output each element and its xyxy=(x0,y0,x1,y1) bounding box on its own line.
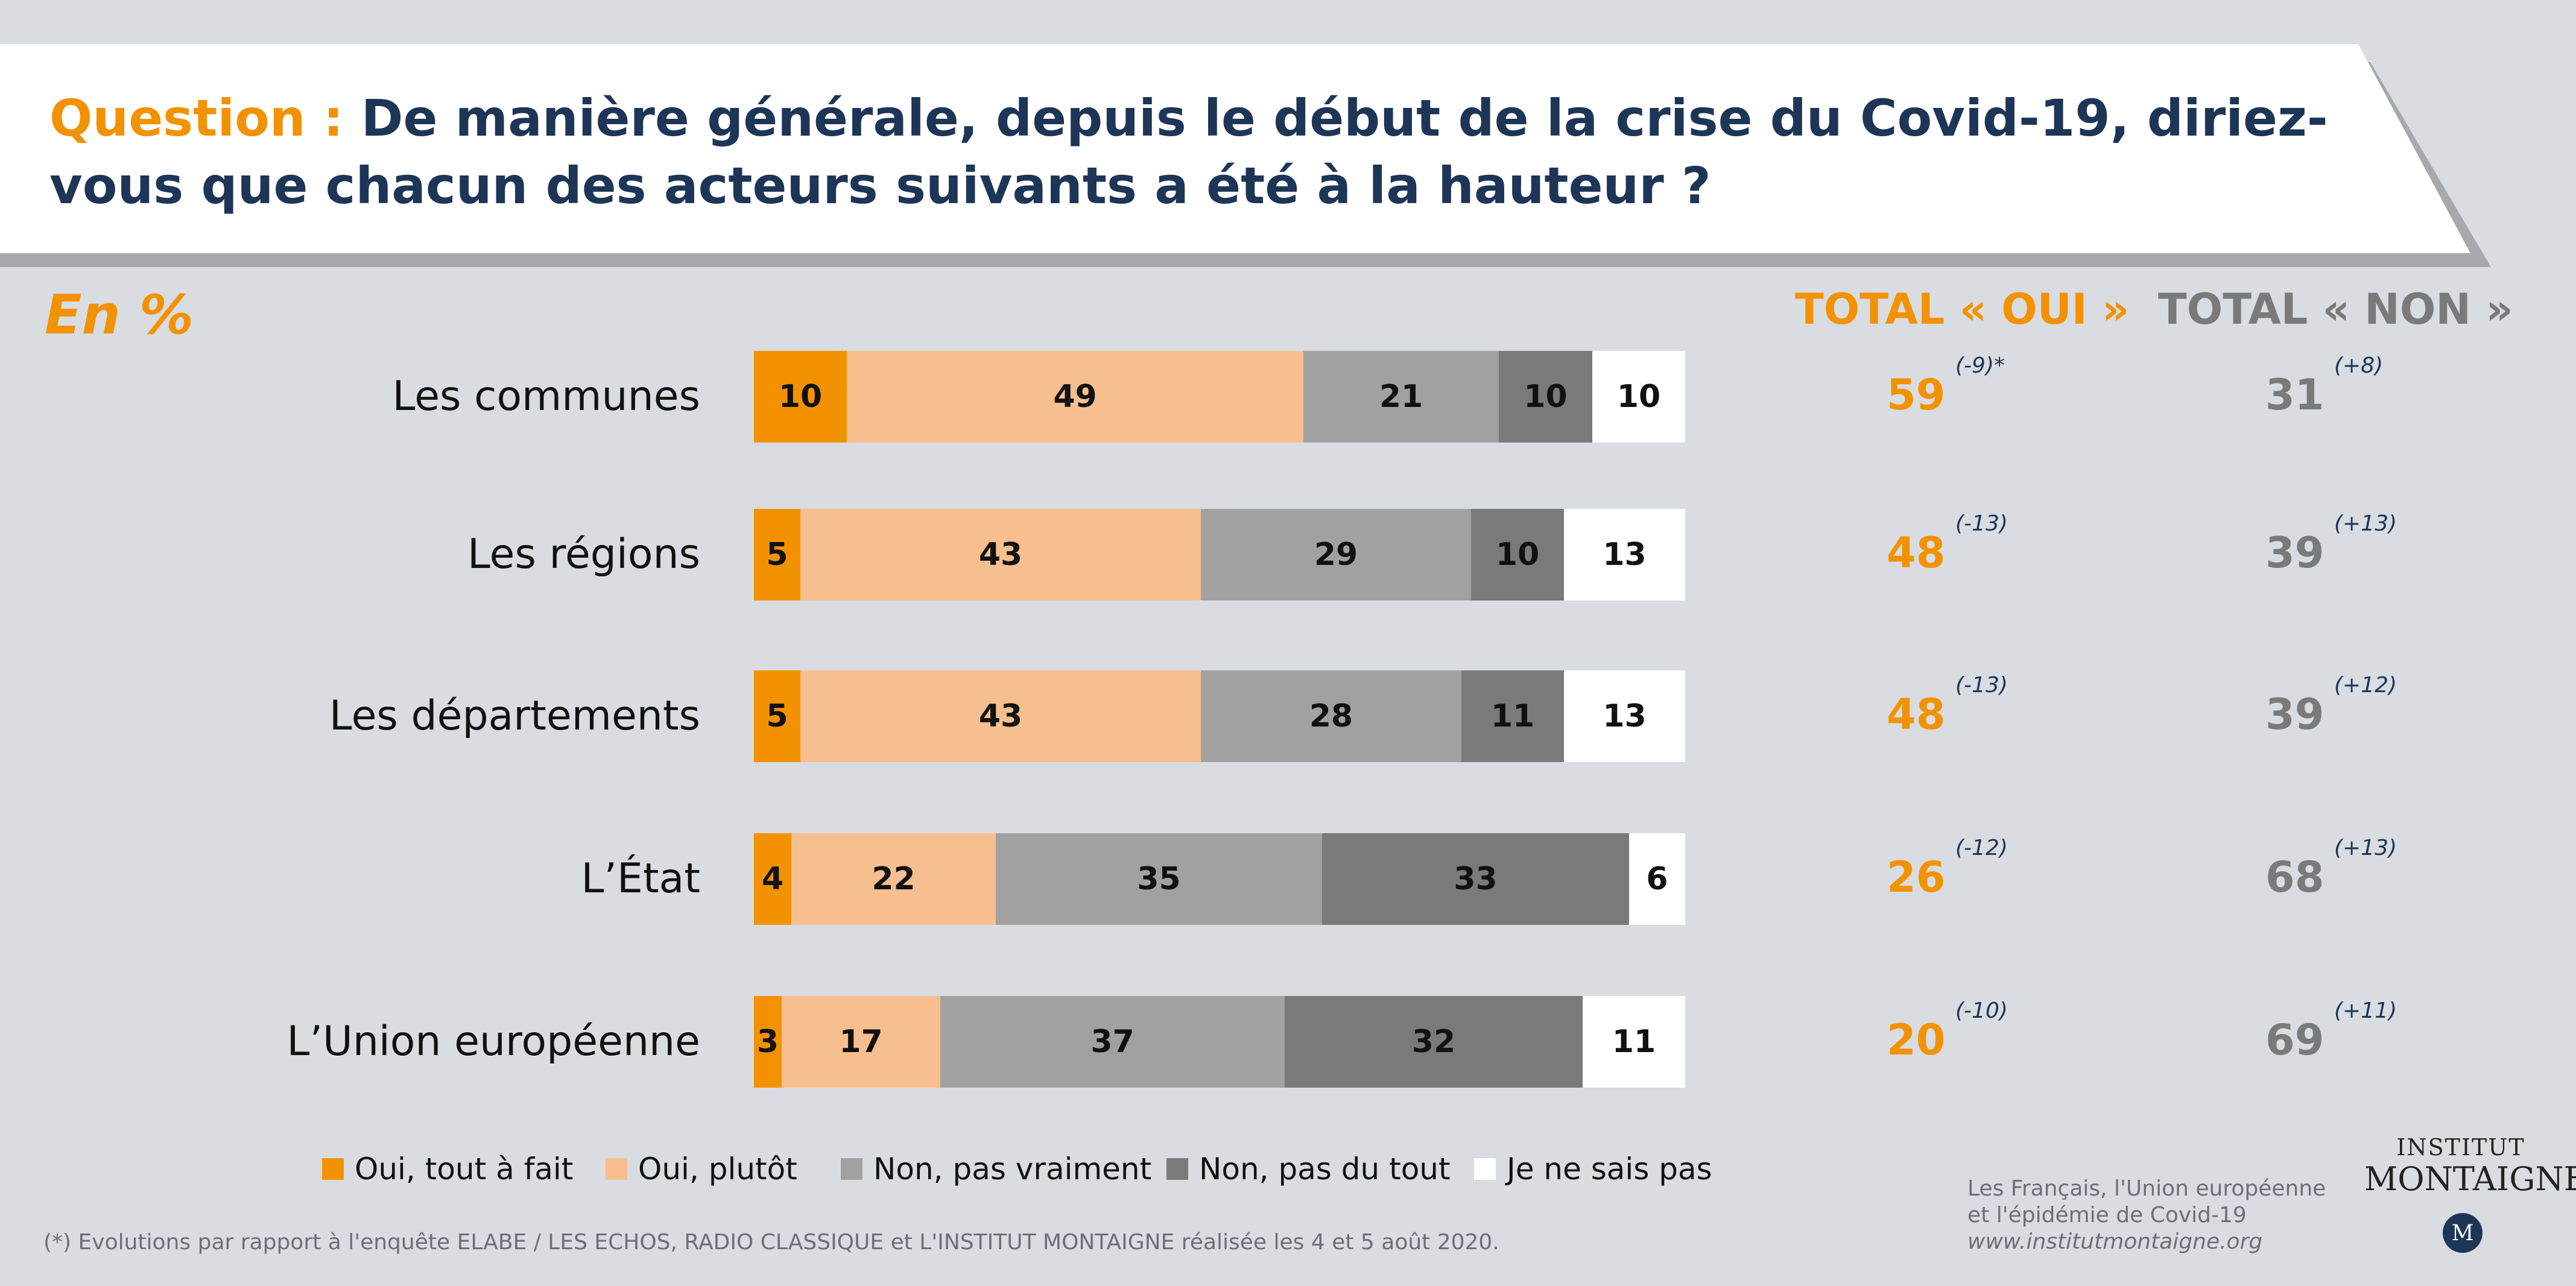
legend-swatch xyxy=(1166,1158,1188,1180)
brand-line-1: INSTITUT xyxy=(2396,1134,2525,1161)
bar-segment: 43 xyxy=(800,509,1201,600)
bar-segment: 33 xyxy=(1322,833,1629,925)
total-oui-value: 48 xyxy=(1887,528,1946,578)
total-non-evolution: (+12) xyxy=(2334,673,2397,698)
bar-segment: 5 xyxy=(754,670,800,762)
bar-segment: 37 xyxy=(940,996,1285,1088)
legend-item: Je ne sais pas xyxy=(1474,1152,1712,1187)
bar-segment: 32 xyxy=(1285,996,1583,1088)
bar-segment: 49 xyxy=(847,351,1303,443)
bar-segment: 28 xyxy=(1201,670,1461,762)
brand-logo-letter: M xyxy=(2451,1220,2474,1246)
source-url: www.institutmontaigne.org xyxy=(1967,1229,2263,1254)
legend-label: Non, pas du tout xyxy=(1199,1152,1451,1187)
total-non-evolution: (+8) xyxy=(2334,353,2384,378)
legend-label: Oui, tout à fait xyxy=(355,1152,574,1187)
bar-segment: 13 xyxy=(1564,670,1685,762)
bar-segment: 35 xyxy=(996,833,1322,925)
legend-swatch xyxy=(322,1158,344,1180)
category-label: Les régions xyxy=(467,531,700,578)
legend-item: Oui, plutôt xyxy=(606,1152,797,1187)
total-non-value: 31 xyxy=(2265,370,2324,420)
question-title: Question : De manière générale, depuis l… xyxy=(49,84,2341,219)
total-oui-evolution: (-13) xyxy=(1955,511,2008,536)
legend-swatch xyxy=(841,1158,862,1180)
bar-segment: 13 xyxy=(1564,509,1685,600)
bar-segment: 10 xyxy=(1499,351,1592,443)
source-block: Les Français, l'Union européenne et l'ép… xyxy=(1967,1176,2326,1255)
legend-swatch xyxy=(1474,1158,1496,1180)
legend-label: Je ne sais pas xyxy=(1507,1152,1712,1187)
bar-segment: 6 xyxy=(1629,833,1685,925)
question-label: Question : xyxy=(49,89,344,148)
legend-item: Oui, tout à fait xyxy=(322,1152,573,1187)
total-non-evolution: (+11) xyxy=(2334,998,2397,1023)
bar-segment: 10 xyxy=(1471,509,1564,600)
total-oui-value: 20 xyxy=(1887,1015,1946,1065)
bar-segment: 11 xyxy=(1583,996,1685,1088)
bar-segment: 22 xyxy=(791,833,996,925)
brand-line-2: MONTAIGNE xyxy=(2364,1160,2576,1198)
question-text: De manière générale, depuis le début de … xyxy=(49,89,2328,215)
total-oui-value: 48 xyxy=(1887,690,1946,739)
footnote: (*) Evolutions par rapport à l'enquête E… xyxy=(43,1230,1499,1255)
brand-logo-icon: M xyxy=(2443,1213,2483,1253)
bar-segment: 3 xyxy=(754,996,782,1088)
total-oui-value: 59 xyxy=(1887,370,1946,420)
brand-logo-text: INSTITUT MONTAIGNE xyxy=(2364,1133,2576,1198)
unit-label: En % xyxy=(45,283,194,347)
bar-segment: 17 xyxy=(782,996,940,1088)
legend-item: Non, pas du tout xyxy=(1166,1152,1451,1187)
total-oui-evolution: (-12) xyxy=(1955,836,2008,860)
category-label: L’Union européenne xyxy=(286,1018,700,1065)
source-line-2: et l'épidémie de Covid-19 xyxy=(1967,1203,2247,1228)
total-non-value: 68 xyxy=(2265,853,2324,902)
total-oui-evolution: (-9)* xyxy=(1955,353,2005,378)
total-oui-evolution: (-10) xyxy=(1955,998,2008,1023)
total-non-value: 39 xyxy=(2265,528,2324,578)
bar-segment: 10 xyxy=(1592,351,1685,443)
total-non-header: TOTAL « NON » xyxy=(2158,285,2513,334)
total-non-value: 39 xyxy=(2265,690,2324,739)
total-non-evolution: (+13) xyxy=(2334,511,2397,536)
legend-label: Non, pas vraiment xyxy=(873,1152,1152,1187)
category-label: L’État xyxy=(581,855,700,903)
total-oui-header: TOTAL « OUI » xyxy=(1795,285,2130,334)
bar-segment: 21 xyxy=(1303,351,1499,443)
total-oui-evolution: (-13) xyxy=(1955,673,2008,698)
legend-swatch xyxy=(606,1158,627,1180)
bar-segment: 43 xyxy=(800,670,1201,762)
bar-segment: 5 xyxy=(754,509,800,600)
source-line-1: Les Français, l'Union européenne xyxy=(1967,1176,2326,1201)
legend-item: Non, pas vraiment xyxy=(841,1152,1151,1187)
total-non-evolution: (+13) xyxy=(2334,836,2397,860)
total-oui-value: 26 xyxy=(1887,853,1946,902)
total-non-value: 69 xyxy=(2265,1015,2324,1065)
category-label: Les communes xyxy=(392,373,701,420)
category-label: Les départements xyxy=(329,692,700,740)
legend-label: Oui, plutôt xyxy=(638,1152,797,1187)
bar-segment: 11 xyxy=(1461,670,1564,762)
bar-segment: 10 xyxy=(754,351,847,443)
bar-segment: 29 xyxy=(1201,509,1471,600)
bar-segment: 4 xyxy=(754,833,791,925)
header-banner xyxy=(0,44,2470,253)
